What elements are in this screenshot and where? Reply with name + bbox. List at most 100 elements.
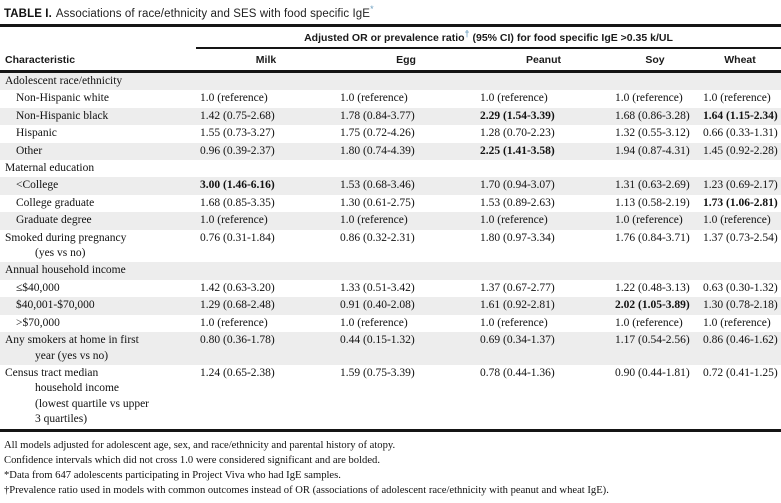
column-header-characteristic: Characteristic bbox=[0, 48, 196, 73]
table-row: Smoked during pregnancy (yes vs no) 0.76 (… bbox=[0, 230, 781, 263]
cell-value: 1.55 (0.73-3.27) bbox=[200, 127, 275, 140]
section-row: Annual household income bbox=[0, 262, 781, 280]
table-row: Hispanic 1.55 (0.73-3.27) 1.75 (0.72-4.26)… bbox=[0, 125, 781, 142]
row-label: Non-Hispanic white bbox=[16, 92, 109, 105]
table-row: Non-Hispanic white 1.0 (reference) 1.0 (re… bbox=[0, 90, 781, 107]
table-row: Any smokers at home in first year (yes vs… bbox=[0, 332, 781, 365]
row-label: Census tract median household income (lowe… bbox=[5, 366, 150, 426]
footnotes: All models adjusted for adolescent age, … bbox=[0, 432, 781, 498]
cell-value: 0.63 (0.30-1.32) bbox=[703, 281, 778, 294]
cell-value: 1.32 (0.55-3.12) bbox=[615, 127, 690, 140]
empty-section-cell bbox=[196, 160, 781, 177]
cell-value: 1.76 (0.84-3.71) bbox=[615, 231, 690, 244]
cell-value: 1.0 (reference) bbox=[703, 214, 771, 227]
title-asterisk-mark: * bbox=[370, 4, 374, 15]
span-header-spacer bbox=[0, 27, 196, 48]
cell-value: 1.30 (0.78-2.18) bbox=[703, 299, 778, 312]
cell-value: 1.0 (reference) bbox=[480, 214, 548, 227]
table-row: Other 0.96 (0.39-2.37) 1.80 (0.74-4.39) 2.2… bbox=[0, 142, 781, 161]
column-header-soy: Soy bbox=[611, 48, 699, 73]
cell-value: 2.02 (1.05-3.89) bbox=[615, 299, 690, 312]
cell-value: 1.13 (0.58-2.19) bbox=[615, 196, 690, 209]
cell-value: 1.29 (0.68-2.48) bbox=[200, 299, 275, 312]
cell-value: 1.37 (0.67-2.77) bbox=[480, 281, 555, 294]
row-label: Non-Hispanic black bbox=[16, 109, 109, 122]
cell-value: 1.0 (reference) bbox=[480, 92, 548, 105]
span-header-text: Adjusted OR or prevalence ratio bbox=[304, 32, 465, 44]
cell-value: 1.70 (0.94-3.07) bbox=[480, 179, 555, 192]
cell-value: 1.28 (0.70-2.23) bbox=[480, 127, 555, 140]
footnote-line: *Data from 647 adolescents participating… bbox=[4, 469, 341, 481]
row-label: $40,001-$70,000 bbox=[16, 299, 95, 312]
row-label: Hispanic bbox=[16, 127, 57, 140]
table-number-label: TABLE I. bbox=[4, 8, 52, 20]
column-header-wheat: Wheat bbox=[699, 48, 781, 73]
cell-value: 1.0 (reference) bbox=[615, 214, 683, 227]
row-label: College graduate bbox=[16, 196, 95, 209]
cell-value: 0.90 (0.44-1.81) bbox=[615, 366, 690, 379]
cell-value: 1.0 (reference) bbox=[480, 316, 548, 329]
cell-value: 0.86 (0.32-2.31) bbox=[340, 231, 415, 244]
cell-value: 0.69 (0.34-1.37) bbox=[480, 334, 555, 347]
row-label: Adolescent race/ethnicity bbox=[5, 75, 123, 87]
cell-value: 1.42 (0.75-2.68) bbox=[200, 109, 275, 122]
cell-value: 1.23 (0.69-2.17) bbox=[703, 179, 778, 192]
row-label: >$70,000 bbox=[16, 316, 60, 329]
cell-value: 0.44 (0.15-1.32) bbox=[340, 334, 415, 347]
cell-value: 1.33 (0.51-3.42) bbox=[340, 281, 415, 294]
column-header-egg: Egg bbox=[336, 48, 476, 73]
cell-value: 1.0 (reference) bbox=[615, 92, 683, 105]
cell-value: 1.31 (0.63-2.69) bbox=[615, 179, 690, 192]
empty-section-cell bbox=[196, 72, 781, 91]
span-header-row: Adjusted OR or prevalence ratio† (95% CI… bbox=[0, 27, 781, 49]
footnote-line: Confidence intervals which did not cross… bbox=[4, 454, 380, 466]
span-header: Adjusted OR or prevalence ratio† (95% CI… bbox=[196, 27, 781, 49]
empty-section-cell bbox=[196, 262, 781, 279]
table-caption: Associations of race/ethnicity and SES w… bbox=[55, 8, 371, 20]
dagger-mark: † bbox=[464, 28, 470, 39]
table-row: <College 3.00 (1.46-6.16) 1.53 (0.68-3.46)… bbox=[0, 177, 781, 195]
cell-value: 1.68 (0.86-3.28) bbox=[615, 109, 690, 122]
cell-value: 0.66 (0.33-1.31) bbox=[703, 127, 778, 140]
cell-value: 1.0 (reference) bbox=[200, 316, 268, 329]
cell-value: 1.0 (reference) bbox=[340, 316, 408, 329]
section-row: Adolescent race/ethnicity bbox=[0, 71, 781, 91]
cell-value: 1.37 (0.73-2.54) bbox=[703, 231, 778, 244]
cell-value: 0.91 (0.40-2.08) bbox=[340, 299, 415, 312]
cell-value: 0.96 (0.39-2.37) bbox=[200, 144, 275, 157]
section-row: Maternal education bbox=[0, 160, 781, 177]
row-label: Maternal education bbox=[5, 162, 95, 175]
cell-value: 1.68 (0.85-3.35) bbox=[200, 196, 275, 209]
row-label: Smoked during pregnancy (yes vs no) bbox=[5, 231, 127, 260]
row-label: Other bbox=[16, 144, 43, 157]
cell-value: 0.72 (0.41-1.25) bbox=[703, 366, 778, 379]
table-row: Graduate degree 1.0 (reference) 1.0 (refer… bbox=[0, 212, 781, 230]
cell-value: 0.78 (0.44-1.36) bbox=[480, 366, 555, 379]
cell-value: 1.45 (0.92-2.28) bbox=[703, 144, 778, 157]
cell-value: 1.80 (0.97-3.34) bbox=[480, 231, 555, 244]
table-title: TABLE I. Associations of race/ethnicity a… bbox=[0, 0, 781, 27]
footnote-line: All models adjusted for adolescent age, … bbox=[4, 439, 396, 451]
span-header-text-2: (95% CI) for food specific IgE >0.35 k/U… bbox=[469, 32, 673, 44]
cell-value: 3.00 (1.46-6.16) bbox=[200, 179, 275, 192]
cell-value: 2.29 (1.54-3.39) bbox=[480, 109, 555, 122]
row-label: <College bbox=[16, 179, 59, 192]
cell-value: 1.73 (1.06-2.81) bbox=[703, 196, 778, 209]
cell-value: 0.86 (0.46-1.62) bbox=[703, 334, 778, 347]
cell-value: 0.80 (0.36-1.78) bbox=[200, 334, 275, 347]
row-label: Graduate degree bbox=[16, 214, 92, 227]
cell-value: 1.24 (0.65-2.38) bbox=[200, 366, 275, 379]
cell-value: 1.22 (0.48-3.13) bbox=[615, 281, 690, 294]
cell-value: 1.64 (1.15-2.34) bbox=[703, 109, 778, 122]
cell-value: 1.42 (0.63-3.20) bbox=[200, 281, 275, 294]
cell-value: 1.30 (0.61-2.75) bbox=[340, 196, 415, 209]
table-body: Adolescent race/ethnicity Non-Hispanic wh… bbox=[0, 71, 781, 431]
footnote-line: †Prevalence ratio used in models with co… bbox=[4, 484, 609, 496]
table-row: Non-Hispanic black 1.42 (0.75-2.68) 1.78 (… bbox=[0, 107, 781, 126]
row-label: Annual household income bbox=[5, 264, 126, 277]
column-header-milk: Milk bbox=[196, 48, 336, 73]
column-header-peanut: Peanut bbox=[476, 48, 611, 73]
cell-value: 1.0 (reference) bbox=[340, 214, 408, 227]
cell-value: 2.25 (1.41-3.58) bbox=[480, 144, 555, 157]
